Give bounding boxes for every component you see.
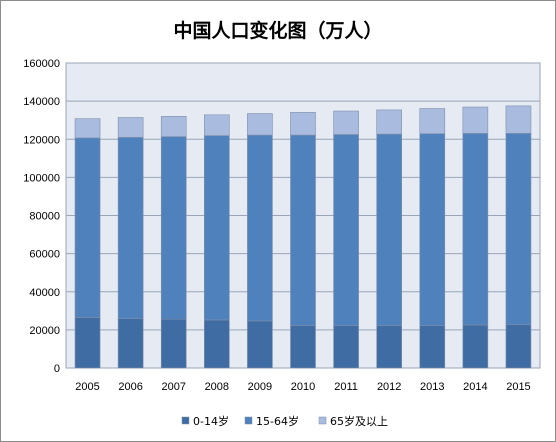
bar-segment-3 xyxy=(505,105,532,134)
chart-title: 中国人口变化图（万人） xyxy=(173,20,383,42)
bar-segment-3 xyxy=(74,118,101,139)
legend-swatch xyxy=(244,416,253,425)
bar-segment-3 xyxy=(160,116,187,137)
x-tick-label: 2011 xyxy=(334,381,358,393)
y-tick-label: 100000 xyxy=(23,172,60,184)
legend-swatch xyxy=(318,416,327,425)
bar-segment-2 xyxy=(505,133,532,326)
y-tick-label: 20000 xyxy=(29,325,60,337)
legend-label: 0-14岁 xyxy=(193,414,229,428)
x-tick-label: 2013 xyxy=(420,381,444,393)
bar-segment-1 xyxy=(462,324,489,369)
bar-segment-3 xyxy=(204,114,230,136)
x-tick-label: 2009 xyxy=(248,381,272,393)
y-tick-label: 0 xyxy=(54,363,60,375)
x-tick-label: 2014 xyxy=(463,381,487,393)
bar-segment-2 xyxy=(462,133,489,326)
bar-segment-2 xyxy=(117,137,144,319)
bars xyxy=(74,105,532,369)
bar-segment-3 xyxy=(462,106,489,134)
bar-segment-2 xyxy=(74,137,101,318)
y-axis-ticks: 0 20000 40000 60000 80000 100000 120000 140000 1… xyxy=(23,58,60,375)
bar-segment-2 xyxy=(247,134,273,322)
x-tick-label: 2008 xyxy=(205,381,229,393)
x-tick-label: 2006 xyxy=(118,381,142,393)
y-tick-label: 140000 xyxy=(23,96,60,108)
bar-segment-1 xyxy=(419,325,446,369)
bar-segment-2 xyxy=(290,134,316,326)
x-tick-label: 2007 xyxy=(161,381,185,393)
x-tick-label: 2005 xyxy=(75,381,99,393)
bar-segment-3 xyxy=(333,110,359,135)
bar-segment-1 xyxy=(290,325,316,369)
bar-segment-2 xyxy=(160,136,187,320)
x-tick-label: 2012 xyxy=(377,381,401,393)
x-axis-ticks: 2005 2006 2007 2008 2009 2010 2011 2012 2013 2014… xyxy=(75,381,530,393)
legend-label: 65岁及以上 xyxy=(330,414,388,428)
x-tick-label: 2015 xyxy=(506,381,530,393)
bar-segment-3 xyxy=(117,117,144,138)
bar-segment-2 xyxy=(333,134,359,326)
bar-segment-1 xyxy=(247,320,273,369)
bar-segment-1 xyxy=(160,318,187,369)
y-tick-label: 40000 xyxy=(29,287,60,299)
bar-segment-3 xyxy=(419,108,446,135)
y-tick-label: 80000 xyxy=(29,211,60,223)
bar-segment-1 xyxy=(204,319,230,369)
bar-segment-2 xyxy=(204,135,230,321)
legend-label: 15-64岁 xyxy=(256,414,299,428)
bar-segment-1 xyxy=(505,324,532,369)
bar-segment-1 xyxy=(333,325,359,369)
legend: 0-14岁 15-64岁 65岁及以上 xyxy=(181,414,388,428)
bar-segment-1 xyxy=(74,317,101,369)
bar-segment-3 xyxy=(290,112,316,136)
bar-segment-1 xyxy=(117,318,144,369)
y-tick-label: 60000 xyxy=(29,249,60,261)
y-tick-label: 120000 xyxy=(23,134,60,146)
bar-segment-2 xyxy=(419,133,446,326)
bar-segment-3 xyxy=(376,109,402,135)
x-tick-label: 2010 xyxy=(291,381,315,393)
legend-swatch xyxy=(181,416,190,425)
bar-segment-2 xyxy=(376,133,402,326)
bar-segment-3 xyxy=(247,113,273,136)
bar-segment-1 xyxy=(376,325,402,369)
y-tick-label: 160000 xyxy=(23,58,60,70)
